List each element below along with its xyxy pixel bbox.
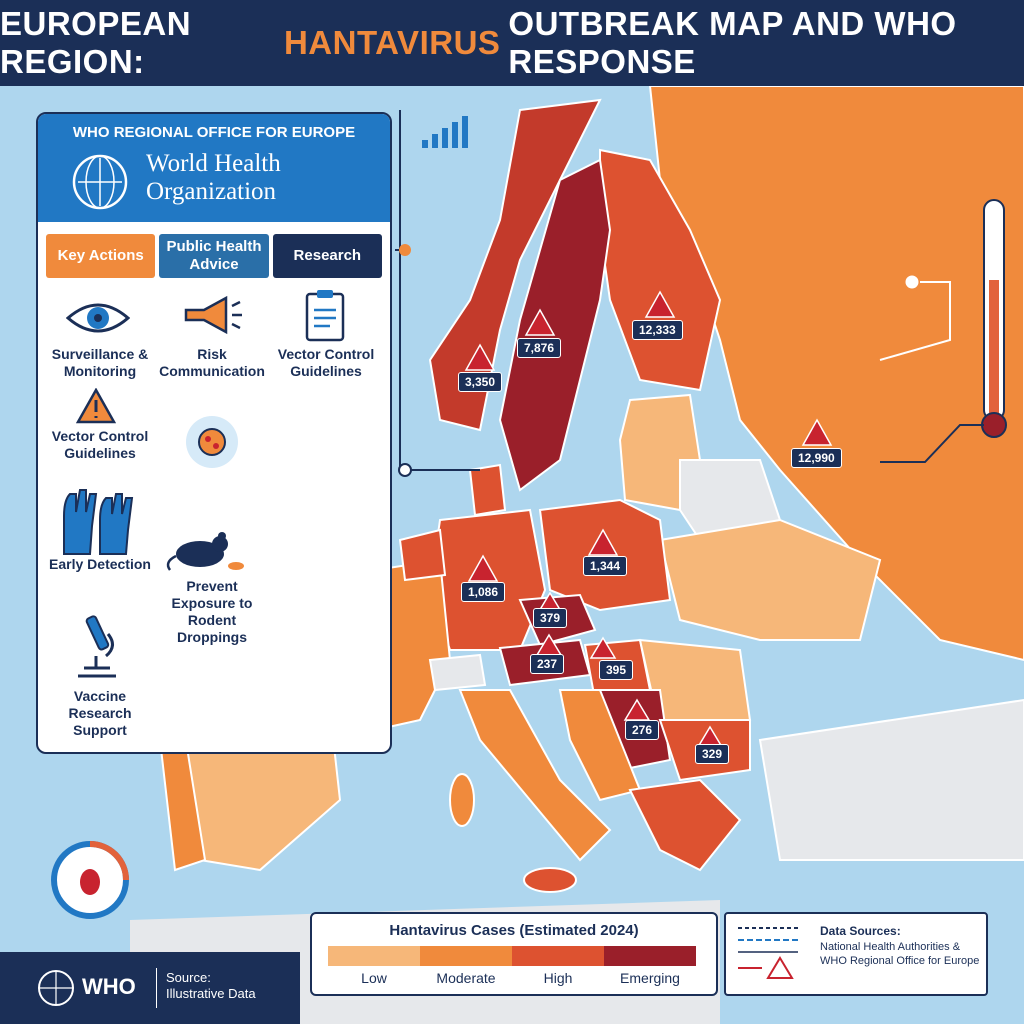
region-turkey (758, 698, 1024, 861)
clipboard-icon (305, 290, 345, 342)
region-sweden (498, 158, 612, 492)
region-denmark (468, 463, 507, 517)
case-label-austria: 237 (530, 654, 565, 674)
panel-tabs: Key Actions Public Health Advice Researc… (46, 234, 382, 278)
legend-label-emerging: Emerging (620, 970, 680, 986)
warning-icon (587, 528, 619, 556)
warning-icon (467, 554, 499, 582)
legend-label-high: High (543, 970, 573, 986)
warning-icon (801, 418, 833, 446)
item-early-detection: Early Detection (49, 556, 151, 572)
map-legend: Hantavirus Cases (Estimated 2024) Low Mo… (310, 912, 718, 996)
region-italy (458, 689, 612, 862)
page-title: EUROPEAN REGION: HANTAVIRUS OUTBREAK MAP… (0, 0, 1024, 86)
item-vaccine-research: Vaccine Research Support (68, 688, 132, 738)
sources-title: Data Sources: (820, 924, 901, 938)
footer-source-label: Source: (166, 970, 211, 985)
who-emblem-icon (72, 154, 128, 210)
rodent-icon (166, 532, 244, 571)
legend-swatch-emerging (604, 946, 696, 966)
case-label-germany: 1,086 (461, 582, 506, 602)
tab-public-health-advice[interactable]: Public Health Advice (159, 234, 269, 278)
virus-icon (186, 416, 238, 468)
data-sources-box: Data Sources: National Health Authoritie… (724, 912, 988, 996)
case-label-czechia: 379 (533, 608, 568, 628)
title-prefix: EUROPEAN REGION: (0, 5, 192, 80)
item-surveillance: Surveillance & Monitoring (51, 346, 149, 379)
who-response-panel: WHO REGIONAL OFFICE FOR EUROPE World Hea… (36, 112, 392, 754)
case-label-poland: 1,344 (583, 556, 628, 576)
item-vector-control: Vector Control Guidelines (51, 428, 149, 461)
case-label-sweden: 7,876 (517, 338, 562, 358)
eye-icon (66, 303, 130, 333)
region-sicily (523, 867, 577, 893)
microscope-icon (78, 615, 116, 678)
legend-swatch-low (328, 946, 420, 966)
case-label-finland: 12,333 (632, 320, 683, 340)
legend-label-low: Low (361, 970, 387, 986)
tab-research[interactable]: Research (272, 234, 382, 278)
footer: WHO Source: Illustrative Data (0, 952, 300, 1024)
item-prevent-exposure: Prevent Exposure to Rodent Droppings (171, 578, 253, 645)
case-label-russia: 12,990 (791, 448, 842, 468)
tab-key-actions[interactable]: Key Actions (46, 234, 156, 278)
title-highlight: HANTAVIRUS (283, 24, 501, 61)
bar-chart-icon (422, 116, 468, 148)
footer-logo-text: WHO (82, 974, 136, 999)
warning-icon (644, 290, 676, 318)
warning-icon (524, 308, 556, 336)
title-suffix: OUTBREAK MAP AND WHO RESPONSE (508, 5, 957, 80)
case-label-norway: 3,350 (458, 372, 503, 392)
legend-swatch-high (512, 946, 604, 966)
case-label-bulgaria: 329 (695, 744, 730, 764)
case-label-serbia: 276 (625, 720, 660, 740)
region-benelux (398, 528, 447, 582)
bug-gauge-icon (51, 841, 129, 919)
item-risk-communication: Risk Communication (159, 346, 265, 379)
who-panel-header: WHO REGIONAL OFFICE FOR EUROPE World Hea… (38, 114, 390, 222)
warning-icon (589, 636, 617, 659)
gloves-icon (63, 489, 134, 555)
case-label-hungary: 395 (599, 660, 634, 680)
sources-text: National Health Authorities & WHO Region… (820, 941, 980, 967)
legend-label-moderate: Moderate (436, 970, 496, 986)
warning-icon (464, 343, 496, 371)
region-balkans-west (558, 689, 642, 802)
footer-source-value: Illustrative Data (166, 986, 256, 1001)
warning-icon (76, 388, 116, 424)
region-ukraine (658, 518, 882, 641)
who-office-label: WHO REGIONAL OFFICE FOR EUROPE (72, 124, 356, 141)
who-org-name: World Health Organization (146, 150, 281, 205)
region-sardinia (449, 773, 475, 827)
region-switzerland (428, 653, 487, 692)
legend-key-icon (738, 927, 798, 979)
region-norway (428, 98, 602, 432)
item-vector-control-research: Vector Control Guidelines (277, 346, 375, 379)
region-greece (628, 778, 742, 872)
footer-divider (156, 968, 157, 1008)
megaphone-icon (184, 295, 242, 335)
who-emblem-icon (38, 970, 74, 1006)
legend-swatch-moderate (420, 946, 512, 966)
legend-title: Hantavirus Cases (Estimated 2024) (389, 922, 639, 939)
thermometer-icon (981, 199, 1007, 438)
